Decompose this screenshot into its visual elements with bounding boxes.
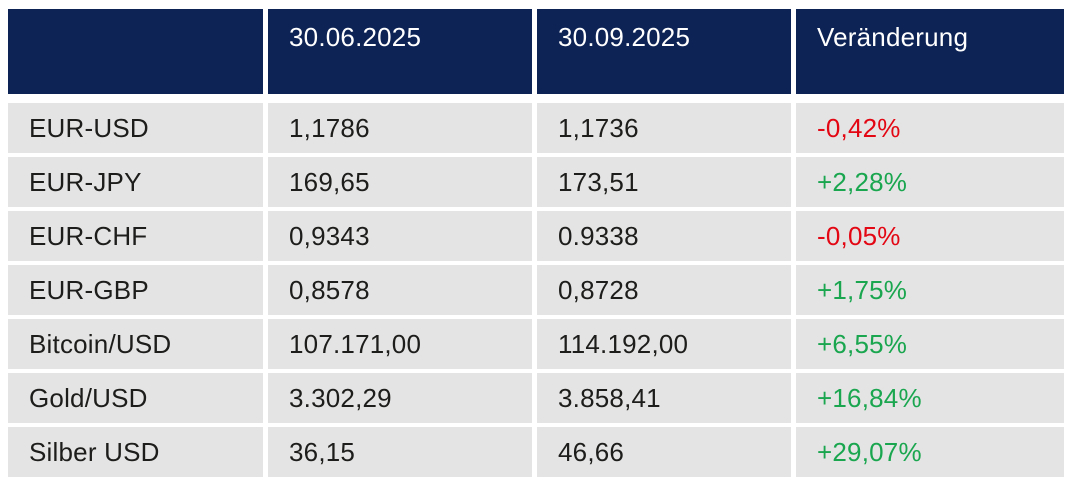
table-row: EUR-USD 1,1786 1,1736 -0,42% [8, 103, 1064, 153]
value-date-1: 169,65 [268, 157, 532, 207]
header-cell-date-1: 30.06.2025 [268, 9, 532, 94]
instrument-label: EUR-GBP [8, 265, 263, 315]
instrument-label: Bitcoin/USD [8, 319, 263, 369]
change-value: +16,84% [796, 373, 1064, 423]
change-value: -0,42% [796, 103, 1064, 153]
change-value: +6,55% [796, 319, 1064, 369]
value-date-2: 1,1736 [537, 103, 791, 153]
value-date-1: 36,15 [268, 427, 532, 477]
table-row: Gold/USD 3.302,29 3.858,41 +16,84% [8, 373, 1064, 423]
table-row: EUR-JPY 169,65 173,51 +2,28% [8, 157, 1064, 207]
value-date-2: 46,66 [537, 427, 791, 477]
market-rates-table: 30.06.2025 30.09.2025 Veränderung EUR-US… [8, 9, 1064, 477]
table-row: Bitcoin/USD 107.171,00 114.192,00 +6,55% [8, 319, 1064, 369]
table-body: EUR-USD 1,1786 1,1736 -0,42% EUR-JPY 169… [8, 103, 1064, 477]
instrument-label: Silber USD [8, 427, 263, 477]
table-header-row: 30.06.2025 30.09.2025 Veränderung [8, 9, 1064, 94]
change-value: +1,75% [796, 265, 1064, 315]
value-date-1: 1,1786 [268, 103, 532, 153]
value-date-1: 107.171,00 [268, 319, 532, 369]
value-date-2: 173,51 [537, 157, 791, 207]
value-date-2: 114.192,00 [537, 319, 791, 369]
instrument-label: EUR-USD [8, 103, 263, 153]
value-date-2: 3.858,41 [537, 373, 791, 423]
table-row: Silber USD 36,15 46,66 +29,07% [8, 427, 1064, 477]
instrument-label: EUR-CHF [8, 211, 263, 261]
table-row: EUR-CHF 0,9343 0.9338 -0,05% [8, 211, 1064, 261]
instrument-label: Gold/USD [8, 373, 263, 423]
change-value: +29,07% [796, 427, 1064, 477]
header-cell-change: Veränderung [796, 9, 1064, 94]
header-cell-date-2: 30.09.2025 [537, 9, 791, 94]
change-value: +2,28% [796, 157, 1064, 207]
value-date-2: 0,8728 [537, 265, 791, 315]
change-value: -0,05% [796, 211, 1064, 261]
table-row: EUR-GBP 0,8578 0,8728 +1,75% [8, 265, 1064, 315]
value-date-1: 0,8578 [268, 265, 532, 315]
header-cell-instrument [8, 9, 263, 94]
value-date-1: 3.302,29 [268, 373, 532, 423]
value-date-1: 0,9343 [268, 211, 532, 261]
instrument-label: EUR-JPY [8, 157, 263, 207]
value-date-2: 0.9338 [537, 211, 791, 261]
